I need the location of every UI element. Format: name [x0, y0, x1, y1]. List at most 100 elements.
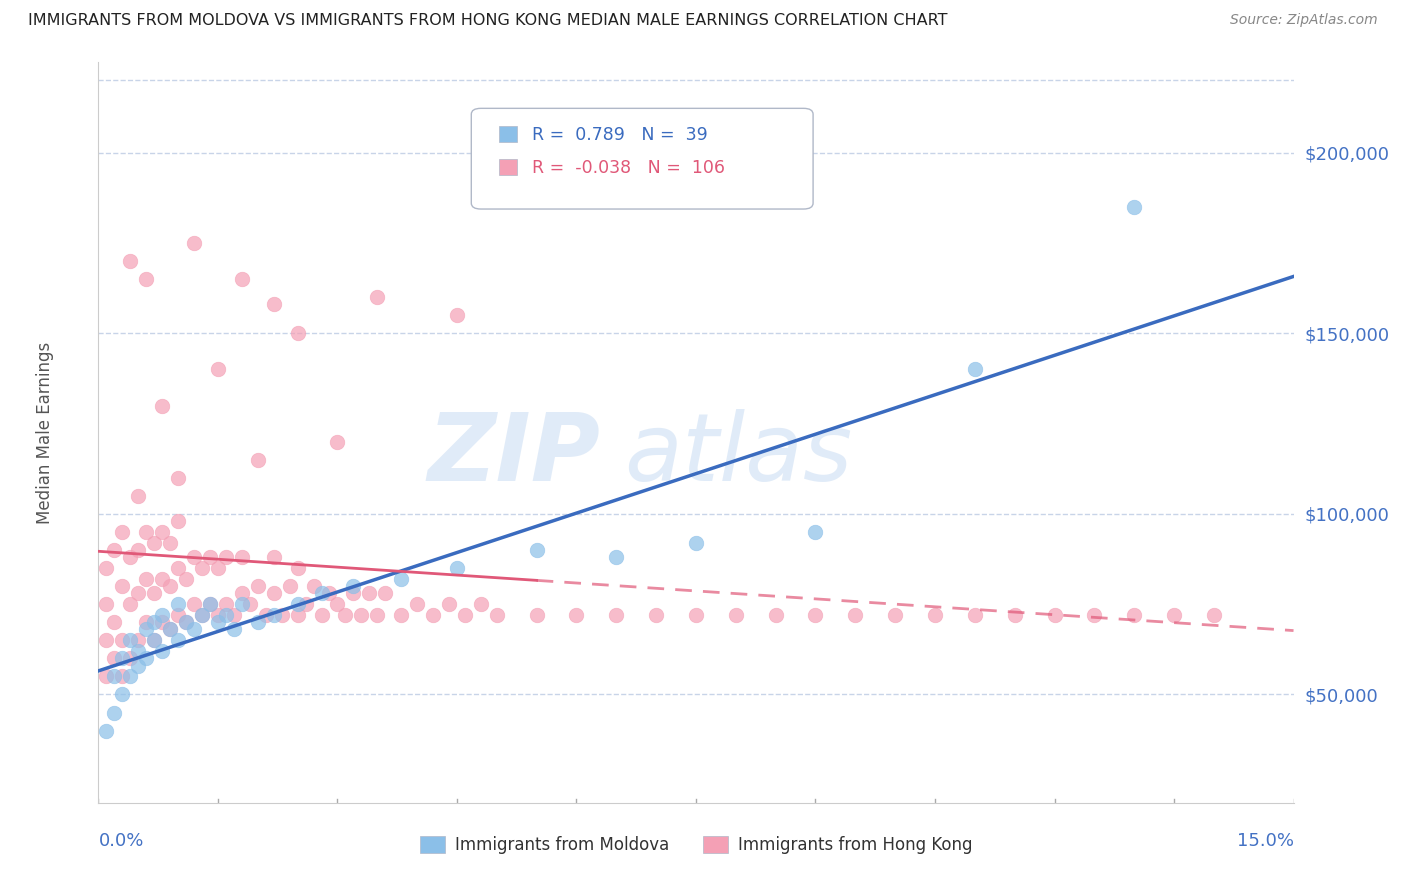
- Point: [207, 561, 229, 575]
- Point: [454, 607, 477, 622]
- Point: [120, 633, 142, 648]
- Point: [446, 308, 468, 322]
- Point: [1123, 200, 1146, 214]
- Point: [804, 524, 827, 539]
- Point: [485, 607, 508, 622]
- Point: [645, 607, 668, 622]
- Point: [191, 561, 214, 575]
- Point: [437, 597, 460, 611]
- Text: 0.0%: 0.0%: [98, 832, 143, 850]
- Point: [167, 633, 190, 648]
- Point: [127, 658, 149, 673]
- Point: [350, 607, 373, 622]
- Point: [167, 597, 190, 611]
- Point: [150, 644, 173, 658]
- Point: [135, 572, 157, 586]
- Point: [389, 607, 412, 622]
- Point: [765, 607, 787, 622]
- Point: [167, 607, 190, 622]
- Point: [111, 669, 134, 683]
- Point: [174, 615, 197, 630]
- Point: [96, 597, 118, 611]
- Point: [198, 597, 221, 611]
- Point: [150, 524, 173, 539]
- Point: [311, 586, 333, 600]
- Point: [143, 633, 166, 648]
- Point: [167, 514, 190, 528]
- Point: [366, 290, 388, 304]
- Point: [1083, 607, 1105, 622]
- Point: [470, 597, 492, 611]
- Text: Source: ZipAtlas.com: Source: ZipAtlas.com: [1230, 13, 1378, 28]
- Point: [263, 550, 285, 565]
- Point: [127, 489, 149, 503]
- Point: [198, 550, 221, 565]
- Point: [406, 597, 429, 611]
- Point: [270, 607, 292, 622]
- Point: [103, 651, 125, 665]
- Point: [96, 723, 118, 738]
- Text: atlas: atlas: [624, 409, 852, 500]
- Point: [159, 535, 181, 549]
- Point: [263, 607, 285, 622]
- Text: R =  0.789   N =  39: R = 0.789 N = 39: [531, 126, 707, 144]
- Point: [287, 597, 309, 611]
- Point: [135, 615, 157, 630]
- Point: [335, 607, 357, 622]
- Point: [246, 452, 269, 467]
- Point: [198, 597, 221, 611]
- Text: ZIP: ZIP: [427, 409, 600, 500]
- Point: [120, 254, 142, 268]
- Point: [963, 607, 986, 622]
- Point: [127, 543, 149, 558]
- Point: [174, 572, 197, 586]
- Point: [294, 597, 316, 611]
- Point: [804, 607, 827, 622]
- Point: [103, 669, 125, 683]
- Point: [183, 597, 205, 611]
- Point: [191, 607, 214, 622]
- Point: [326, 434, 349, 449]
- Point: [96, 561, 118, 575]
- Text: Median Male Earnings: Median Male Earnings: [35, 342, 53, 524]
- Point: [311, 607, 333, 622]
- Point: [135, 651, 157, 665]
- Point: [963, 362, 986, 376]
- Point: [565, 607, 588, 622]
- Point: [359, 586, 381, 600]
- Point: [215, 550, 238, 565]
- Point: [191, 607, 214, 622]
- Point: [159, 579, 181, 593]
- Point: [318, 586, 340, 600]
- FancyBboxPatch shape: [471, 108, 813, 209]
- Point: [143, 586, 166, 600]
- Point: [183, 550, 205, 565]
- Point: [605, 550, 627, 565]
- Point: [120, 550, 142, 565]
- Point: [278, 579, 301, 593]
- Point: [389, 572, 412, 586]
- Text: 15.0%: 15.0%: [1236, 832, 1294, 850]
- Point: [1004, 607, 1026, 622]
- Point: [287, 326, 309, 341]
- Point: [174, 615, 197, 630]
- Point: [246, 615, 269, 630]
- Point: [231, 586, 253, 600]
- Point: [231, 550, 253, 565]
- Point: [215, 597, 238, 611]
- Point: [143, 633, 166, 648]
- Point: [183, 623, 205, 637]
- Point: [103, 543, 125, 558]
- Point: [342, 579, 364, 593]
- Point: [685, 607, 707, 622]
- Point: [342, 586, 364, 600]
- Point: [183, 235, 205, 250]
- Point: [103, 615, 125, 630]
- Point: [526, 543, 548, 558]
- Point: [143, 535, 166, 549]
- Point: [924, 607, 946, 622]
- Point: [120, 597, 142, 611]
- Point: [159, 623, 181, 637]
- FancyBboxPatch shape: [499, 126, 517, 143]
- Point: [287, 561, 309, 575]
